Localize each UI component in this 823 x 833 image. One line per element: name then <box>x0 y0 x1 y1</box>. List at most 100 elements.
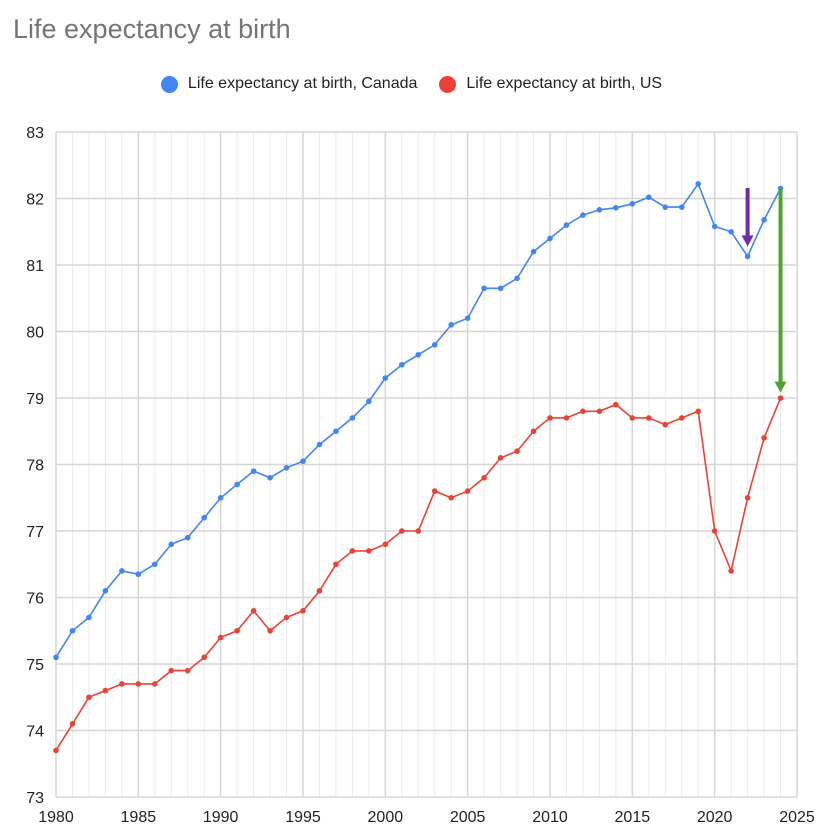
data-point-canada <box>300 458 306 464</box>
data-point-canada <box>217 494 224 501</box>
y-tick-label: 77 <box>26 524 44 541</box>
data-point-canada <box>580 212 586 218</box>
data-point-us <box>69 721 76 727</box>
data-point-canada <box>711 223 718 230</box>
y-tick-label: 80 <box>26 325 44 342</box>
data-point-canada <box>86 614 92 621</box>
x-tick-label: 1995 <box>285 809 321 826</box>
data-point-canada <box>497 285 504 292</box>
data-point-us <box>316 588 323 594</box>
data-point-us <box>431 488 438 494</box>
x-tick-label: 2000 <box>368 809 404 826</box>
data-point-us <box>497 455 504 461</box>
x-axis-labels: 1980 1985 1990 1995 2000 2005 2010 2015 2020 2025 <box>38 809 815 826</box>
data-point-canada <box>349 415 356 421</box>
data-point-canada <box>563 222 570 228</box>
major-gridlines <box>55 131 798 798</box>
legend-item-canada[interactable]: Life expectancy at birth, Canada <box>160 75 418 93</box>
data-point-canada <box>431 342 438 348</box>
data-point-canada <box>152 561 158 568</box>
data-point-canada <box>629 201 636 207</box>
data-point-canada <box>514 275 520 282</box>
data-point-us <box>53 747 59 754</box>
green-arrow-icon <box>774 188 787 393</box>
data-point-canada <box>267 475 273 481</box>
data-point-canada <box>596 207 603 213</box>
data-point-us <box>613 401 619 408</box>
data-point-canada <box>728 228 734 235</box>
legend-marker-us-icon <box>439 75 457 93</box>
x-tick-label: 1990 <box>203 809 239 826</box>
data-point-canada <box>382 375 389 381</box>
y-tick-label: 83 <box>26 125 44 142</box>
x-tick-label: 2020 <box>697 809 733 826</box>
data-point-canada <box>678 204 685 210</box>
x-tick-label: 1980 <box>38 809 74 826</box>
annotation-layer <box>741 188 787 393</box>
green-arrow-icon-head <box>774 381 787 393</box>
y-tick-label: 81 <box>26 258 44 275</box>
y-tick-label: 73 <box>26 790 44 807</box>
data-point-us <box>366 548 372 554</box>
legend-label-us: Life expectancy at birth, US <box>466 75 663 92</box>
data-point-canada <box>481 285 487 292</box>
data-point-canada <box>53 654 59 661</box>
data-point-canada <box>168 541 175 548</box>
legend-item-us[interactable]: Life expectancy at birth, US <box>439 75 662 93</box>
y-tick-label: 75 <box>26 657 44 674</box>
data-point-us <box>283 614 290 621</box>
data-point-us <box>102 687 109 694</box>
data-point-us <box>761 435 767 441</box>
data-point-us <box>333 561 339 568</box>
data-point-canada <box>448 322 455 328</box>
data-point-canada <box>530 248 537 255</box>
data-point-us <box>563 415 570 421</box>
data-point-us <box>481 475 487 481</box>
data-point-us <box>530 428 537 435</box>
data-point-canada <box>695 181 701 187</box>
legend: Life expectancy at birth, Canada Life ex… <box>0 75 823 93</box>
data-point-us <box>300 608 306 614</box>
data-point-us <box>234 627 240 634</box>
y-tick-label: 82 <box>26 192 44 209</box>
purple-arrow-icon <box>741 188 754 247</box>
data-point-us <box>464 488 471 494</box>
data-point-us <box>678 415 685 421</box>
x-tick-label: 1985 <box>121 809 157 826</box>
data-point-canada <box>547 235 553 242</box>
data-point-canada <box>135 571 142 578</box>
data-point-canada <box>662 204 669 210</box>
data-point-canada <box>69 627 76 634</box>
y-tick-label: 74 <box>26 724 44 741</box>
data-point-us <box>201 654 207 661</box>
data-point-canada <box>250 468 257 474</box>
data-point-us <box>596 408 603 415</box>
data-point-us <box>382 541 389 548</box>
data-point-us <box>695 408 701 415</box>
data-point-canada <box>184 534 191 541</box>
chart-title: Life expectancy at birth <box>13 14 291 44</box>
data-point-canada <box>366 398 372 405</box>
data-point-us <box>662 421 669 428</box>
data-point-us <box>728 568 734 574</box>
data-point-us <box>646 415 652 421</box>
data-point-us <box>119 681 125 687</box>
data-point-us <box>168 667 175 674</box>
data-point-us <box>711 528 718 534</box>
data-point-us <box>184 667 191 674</box>
x-tick-label: 2010 <box>532 809 568 826</box>
x-tick-label: 2005 <box>450 809 486 826</box>
data-point-canada <box>316 441 323 448</box>
data-point-canada <box>613 205 619 211</box>
data-point-canada <box>761 216 767 223</box>
data-point-canada <box>333 428 339 435</box>
x-tick-label: 2015 <box>615 809 651 826</box>
legend-label-canada: Life expectancy at birth, Canada <box>187 75 418 92</box>
data-point-us <box>547 415 553 421</box>
data-point-canada <box>399 361 405 368</box>
data-point-us <box>86 694 92 701</box>
data-point-canada <box>646 194 652 200</box>
data-point-us <box>152 681 158 687</box>
data-point-canada <box>283 465 290 471</box>
